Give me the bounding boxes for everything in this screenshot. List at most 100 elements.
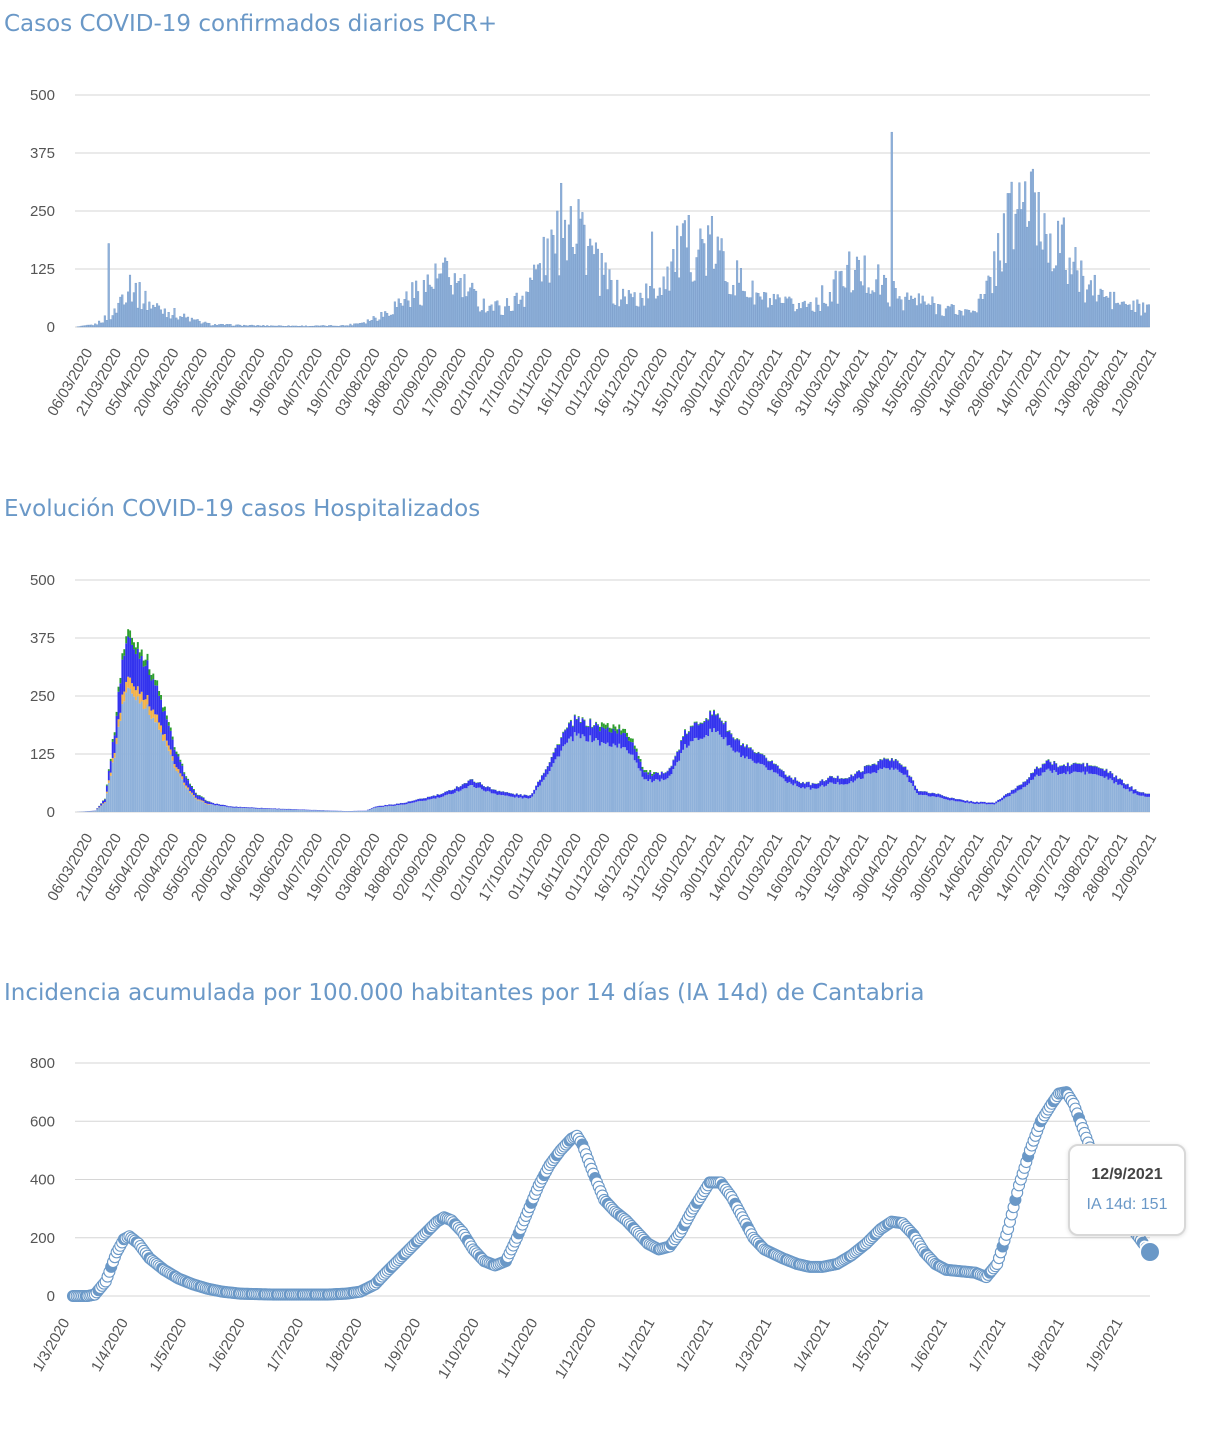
bar-segment (916, 793, 918, 812)
bar-segment (413, 800, 416, 803)
bar-segment (597, 740, 599, 812)
bar (778, 297, 781, 328)
bar-segment (695, 721, 698, 723)
bar (219, 323, 222, 328)
x-tick-label: 1/12/2020 (552, 1316, 600, 1382)
bar (730, 294, 733, 328)
bar (703, 243, 706, 328)
bar-segment (129, 637, 132, 678)
bar (973, 311, 976, 328)
bar-segment (1119, 784, 1121, 812)
bar-segment (972, 803, 975, 812)
bar (656, 295, 659, 328)
bar-segment (537, 781, 540, 788)
bar-segment (939, 797, 942, 812)
bar-segment (436, 794, 439, 798)
bar-segment (670, 766, 673, 775)
bar-segment (218, 804, 221, 806)
bar-segment (962, 802, 965, 812)
bar-segment (829, 776, 831, 783)
bar (380, 312, 383, 328)
bar-segment (887, 768, 889, 812)
bar (1010, 181, 1013, 328)
bar-segment (459, 786, 462, 791)
bar (625, 304, 628, 328)
bar-segment (245, 807, 248, 809)
y-tick-label: 500 (30, 572, 55, 589)
bar-segment (386, 806, 389, 812)
bar-segment (562, 732, 565, 747)
bar-segment (191, 786, 193, 788)
bar-segment (1045, 760, 1048, 770)
bar (697, 249, 700, 328)
bar-segment (807, 787, 810, 812)
bar-segment (612, 743, 615, 812)
bar-segment (221, 806, 224, 812)
bar-segment (527, 798, 530, 812)
bar-segment (1026, 779, 1029, 786)
bar-segment (127, 676, 130, 688)
bar (649, 286, 652, 328)
bar (181, 317, 184, 328)
bar-segment (154, 722, 157, 812)
bar-segment (794, 783, 797, 812)
bar (507, 305, 510, 328)
bar-segment (177, 754, 180, 757)
bar (999, 260, 1002, 328)
bar (231, 325, 234, 328)
bar-segment (747, 759, 750, 812)
bar-segment (169, 730, 172, 750)
bar-segment (958, 801, 961, 812)
bar-segment (405, 804, 408, 812)
bar (565, 260, 569, 328)
bar (579, 218, 582, 328)
bar-segment (1064, 774, 1067, 812)
bar-segment (1132, 793, 1135, 812)
bar (248, 325, 251, 328)
bar (152, 304, 155, 328)
bar (389, 314, 393, 328)
bar-segment (629, 741, 632, 755)
highlighted-point[interactable] (1139, 1241, 1161, 1264)
bar-segment (189, 784, 191, 792)
bar (270, 325, 273, 328)
bar-segment (950, 797, 953, 801)
bar-segment (941, 798, 944, 812)
bar-segment (446, 791, 449, 795)
bar-segment (743, 747, 746, 759)
bar-segment (173, 767, 176, 812)
bar-segment (380, 806, 383, 812)
bar (898, 296, 901, 328)
bar (1053, 268, 1056, 328)
bar-segment (131, 637, 133, 645)
bar-segment (210, 804, 213, 812)
bar-segment (424, 798, 427, 801)
bar-segment (202, 797, 205, 802)
bar-segment (573, 732, 576, 812)
bar (335, 325, 338, 328)
bar (1066, 284, 1069, 328)
chart-tooltip: 12/9/2021 IA 14d: 151 (1068, 1144, 1186, 1236)
bar (1086, 289, 1089, 328)
bar-segment (569, 736, 572, 812)
bar-segment (249, 807, 251, 809)
bar-segment (827, 778, 830, 784)
bar-segment (896, 769, 899, 812)
bar-segment (1076, 763, 1079, 773)
bar (125, 302, 128, 328)
bar (529, 277, 532, 328)
bar-segment (241, 807, 244, 809)
bar (923, 301, 926, 328)
bar (788, 296, 791, 328)
bar (757, 293, 760, 328)
bar (196, 319, 199, 328)
bar-segment (136, 686, 139, 697)
bar-segment (399, 803, 402, 805)
bar-segment (571, 725, 574, 727)
bar-segment (382, 805, 385, 807)
bar-segment (1093, 766, 1096, 775)
bar-segment (875, 765, 878, 774)
bar-segment (1126, 784, 1129, 789)
bar-segment (974, 803, 976, 812)
bar-segment (577, 716, 580, 718)
